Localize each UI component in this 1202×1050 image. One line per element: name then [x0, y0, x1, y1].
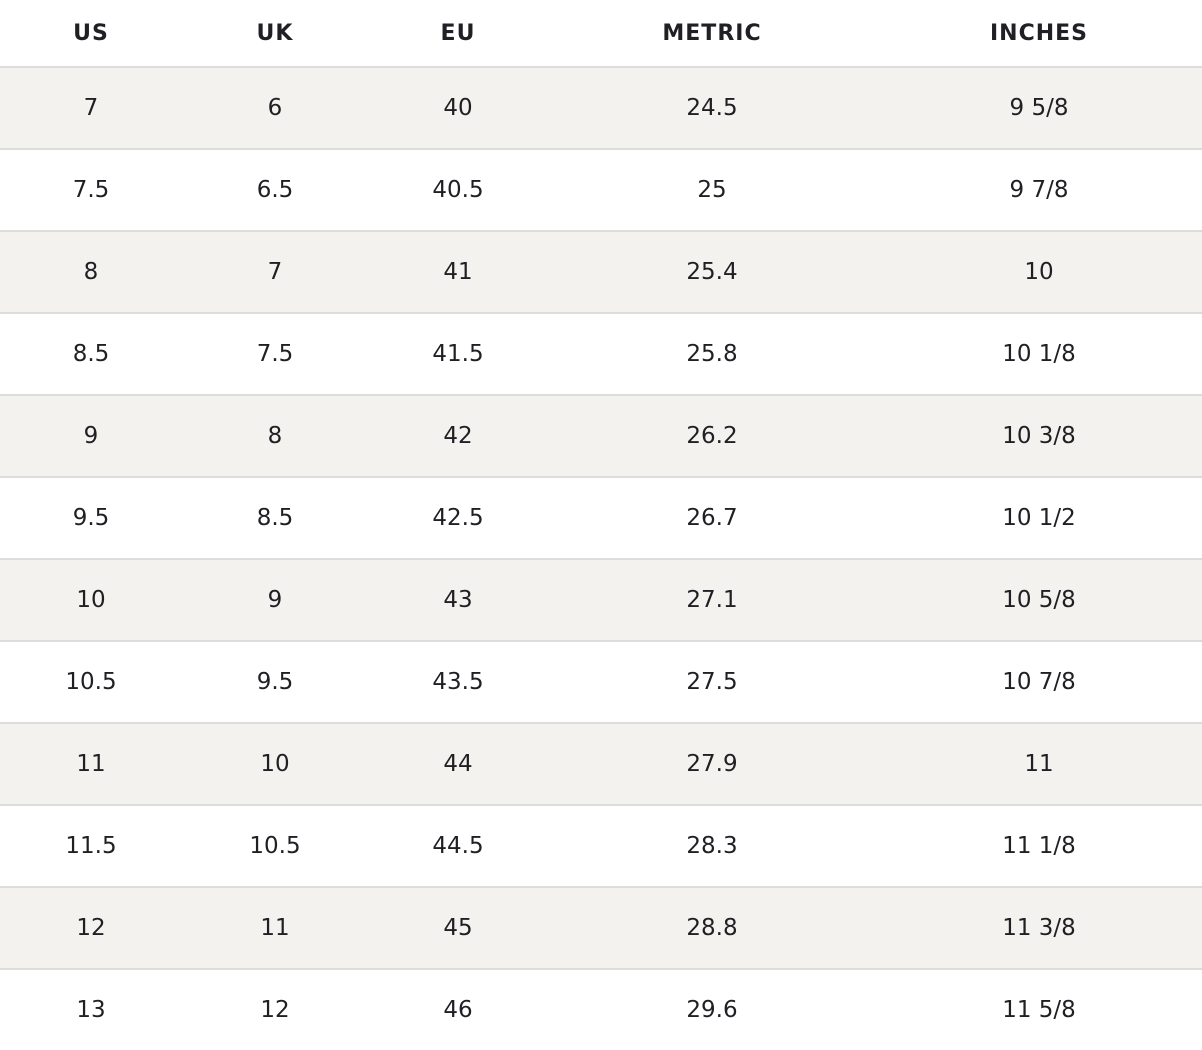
cell-uk: 9: [182, 559, 368, 642]
cell-eu: 42.5: [368, 477, 548, 560]
cell-metric: 29.6: [548, 969, 876, 1050]
table-row: 9 8 42 26.2 10 3/8: [0, 395, 1202, 478]
cell-uk: 7.5: [182, 313, 368, 396]
cell-uk: 12: [182, 969, 368, 1050]
cell-inches: 9 7/8: [876, 149, 1202, 232]
column-header-inches: INCHES: [876, 0, 1202, 68]
cell-metric: 28.3: [548, 805, 876, 888]
column-header-metric: METRIC: [548, 0, 876, 68]
header-row: US UK EU METRIC INCHES: [0, 0, 1202, 68]
size-chart-body: 7 6 40 24.5 9 5/8 7.5 6.5 40.5 25 9 7/8 …: [0, 67, 1202, 1050]
cell-eu: 45: [368, 887, 548, 970]
cell-us: 7: [0, 67, 182, 150]
table-row: 13 12 46 29.6 11 5/8: [0, 969, 1202, 1050]
cell-us: 13: [0, 969, 182, 1050]
cell-uk: 6: [182, 67, 368, 150]
cell-uk: 10: [182, 723, 368, 806]
cell-metric: 25.8: [548, 313, 876, 396]
cell-uk: 10.5: [182, 805, 368, 888]
cell-inches: 10 3/8: [876, 395, 1202, 478]
cell-eu: 46: [368, 969, 548, 1050]
cell-inches: 10 1/2: [876, 477, 1202, 560]
cell-inches: 9 5/8: [876, 67, 1202, 150]
table-row: 12 11 45 28.8 11 3/8: [0, 887, 1202, 970]
table-row: 11 10 44 27.9 11: [0, 723, 1202, 806]
cell-uk: 6.5: [182, 149, 368, 232]
cell-metric: 27.1: [548, 559, 876, 642]
cell-uk: 8: [182, 395, 368, 478]
cell-eu: 44.5: [368, 805, 548, 888]
table-row: 11.5 10.5 44.5 28.3 11 1/8: [0, 805, 1202, 888]
cell-metric: 24.5: [548, 67, 876, 150]
cell-eu: 41.5: [368, 313, 548, 396]
cell-uk: 11: [182, 887, 368, 970]
column-header-eu: EU: [368, 0, 548, 68]
cell-us: 12: [0, 887, 182, 970]
cell-eu: 40.5: [368, 149, 548, 232]
cell-inches: 10 7/8: [876, 641, 1202, 724]
table-row: 10.5 9.5 43.5 27.5 10 7/8: [0, 641, 1202, 724]
cell-eu: 43.5: [368, 641, 548, 724]
cell-metric: 25.4: [548, 231, 876, 314]
table-row: 8 7 41 25.4 10: [0, 231, 1202, 314]
cell-us: 11.5: [0, 805, 182, 888]
cell-us: 9: [0, 395, 182, 478]
cell-metric: 28.8: [548, 887, 876, 970]
cell-eu: 43: [368, 559, 548, 642]
table-row: 9.5 8.5 42.5 26.7 10 1/2: [0, 477, 1202, 560]
cell-us: 8: [0, 231, 182, 314]
column-header-uk: UK: [182, 0, 368, 68]
cell-eu: 42: [368, 395, 548, 478]
cell-us: 7.5: [0, 149, 182, 232]
cell-metric: 25: [548, 149, 876, 232]
cell-inches: 11 3/8: [876, 887, 1202, 970]
cell-eu: 44: [368, 723, 548, 806]
cell-eu: 41: [368, 231, 548, 314]
table-row: 10 9 43 27.1 10 5/8: [0, 559, 1202, 642]
cell-eu: 40: [368, 67, 548, 150]
cell-uk: 9.5: [182, 641, 368, 724]
size-chart-header: US UK EU METRIC INCHES: [0, 0, 1202, 68]
cell-metric: 26.2: [548, 395, 876, 478]
cell-inches: 11 1/8: [876, 805, 1202, 888]
cell-us: 9.5: [0, 477, 182, 560]
cell-inches: 11 5/8: [876, 969, 1202, 1050]
cell-inches: 10: [876, 231, 1202, 314]
table-row: 7 6 40 24.5 9 5/8: [0, 67, 1202, 150]
cell-us: 11: [0, 723, 182, 806]
cell-metric: 27.5: [548, 641, 876, 724]
cell-inches: 11: [876, 723, 1202, 806]
cell-uk: 7: [182, 231, 368, 314]
table-row: 7.5 6.5 40.5 25 9 7/8: [0, 149, 1202, 232]
cell-inches: 10 5/8: [876, 559, 1202, 642]
cell-us: 10.5: [0, 641, 182, 724]
cell-metric: 26.7: [548, 477, 876, 560]
cell-metric: 27.9: [548, 723, 876, 806]
cell-us: 8.5: [0, 313, 182, 396]
table-row: 8.5 7.5 41.5 25.8 10 1/8: [0, 313, 1202, 396]
cell-uk: 8.5: [182, 477, 368, 560]
cell-inches: 10 1/8: [876, 313, 1202, 396]
column-header-us: US: [0, 0, 182, 68]
cell-us: 10: [0, 559, 182, 642]
